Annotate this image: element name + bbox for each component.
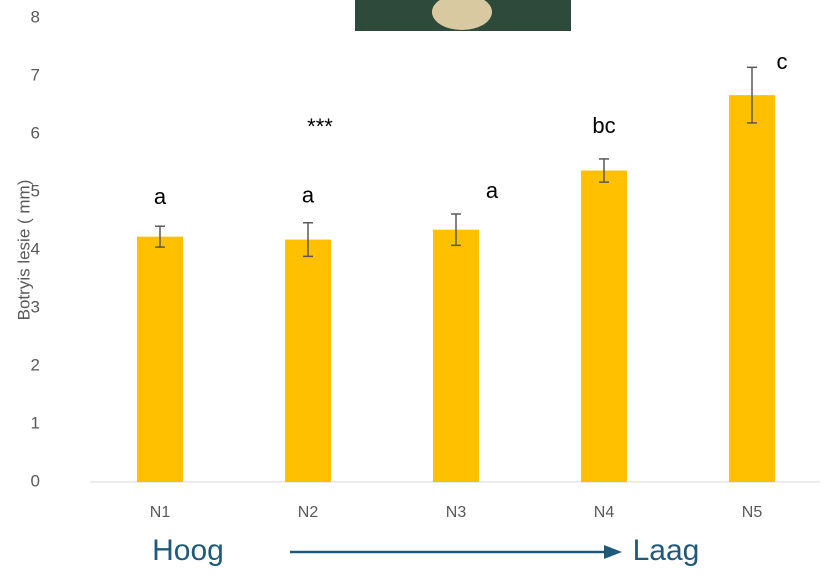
bar xyxy=(729,95,775,482)
bar xyxy=(137,236,183,482)
y-tick-label: 5 xyxy=(31,181,40,200)
significance-letter: bc xyxy=(592,113,615,138)
error-bar xyxy=(599,158,609,183)
error-bar xyxy=(747,66,757,124)
x-tick-label: N4 xyxy=(594,504,615,521)
x-tick-label: N3 xyxy=(446,504,467,521)
x-tick-label: N2 xyxy=(298,504,319,521)
significance-letter: c xyxy=(777,49,788,74)
y-axis-label: Botryis lesie ( mm) xyxy=(14,180,33,321)
significance-letter: a xyxy=(302,183,315,208)
significance-letter: a xyxy=(486,178,499,203)
y-tick-label: 7 xyxy=(31,65,40,84)
error-bar xyxy=(303,221,313,258)
bar xyxy=(285,239,331,482)
bar xyxy=(581,170,627,483)
y-tick-label: 3 xyxy=(31,297,40,316)
y-tick-label: 1 xyxy=(31,413,40,432)
arrow-start-label: Hoog xyxy=(152,534,224,567)
significance-letter: a xyxy=(154,184,167,209)
bar xyxy=(433,229,479,482)
x-tick-label: N5 xyxy=(742,504,763,521)
y-tick-label: 2 xyxy=(31,355,40,374)
y-tick-label: 6 xyxy=(31,123,40,142)
arrow-end-label: Laag xyxy=(633,534,700,567)
y-tick-label: 4 xyxy=(31,239,40,258)
error-bar xyxy=(451,213,461,247)
significance-annotation: *** xyxy=(307,114,333,139)
x-tick-label: N1 xyxy=(150,504,171,521)
arrow-head xyxy=(604,545,622,559)
y-tick-label: 8 xyxy=(31,7,40,26)
error-bar xyxy=(155,225,165,248)
y-tick-label: 0 xyxy=(31,471,40,490)
photo-detail xyxy=(432,0,492,30)
